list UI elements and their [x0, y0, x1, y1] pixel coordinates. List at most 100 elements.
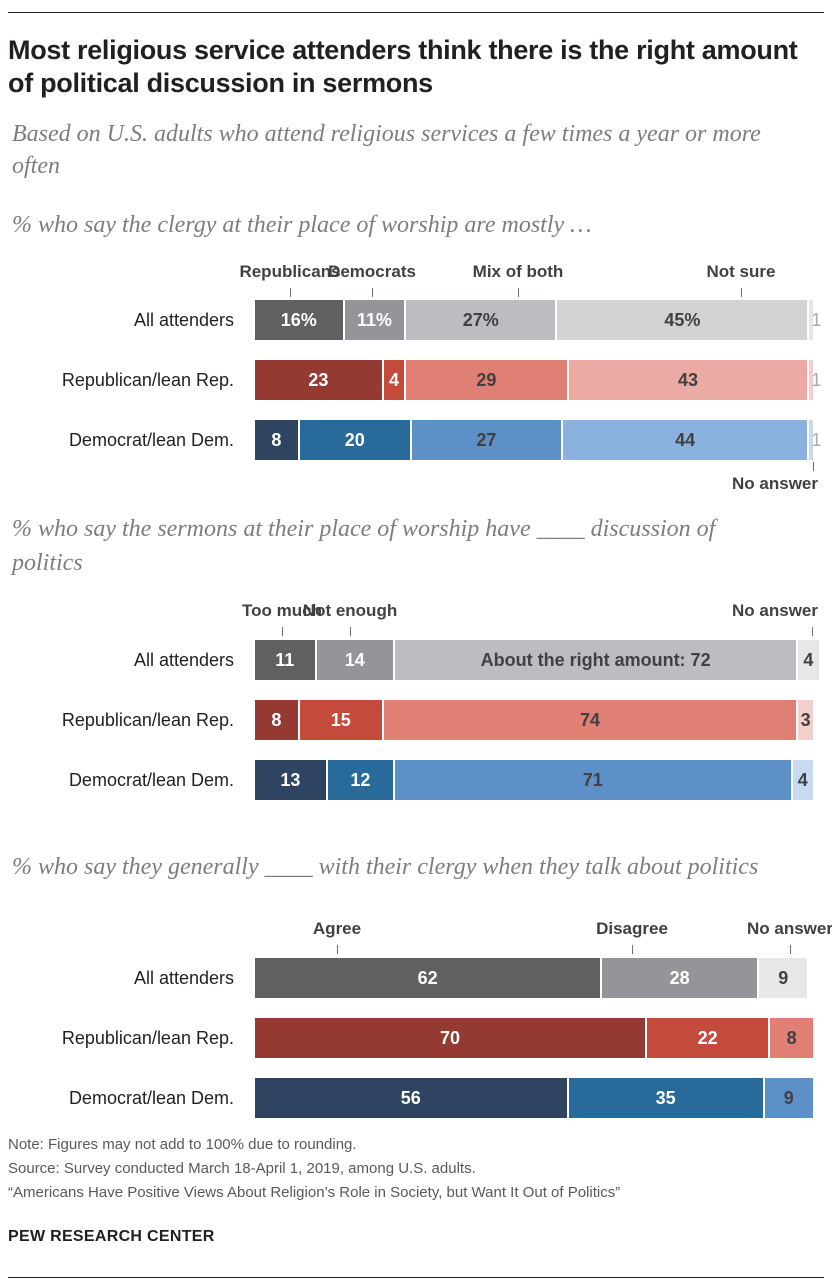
- bar-segment: 74: [383, 700, 797, 740]
- legend-tick: [290, 288, 291, 297]
- bar-segment: 56: [255, 1078, 567, 1118]
- bar-value-label: 3: [800, 710, 811, 730]
- bar-segment: 27%: [406, 300, 556, 340]
- bar-segment: [809, 420, 814, 460]
- bar-segment: 45%: [557, 300, 808, 340]
- bar-segment: 4: [792, 760, 813, 800]
- bar-segment: 9: [759, 958, 808, 998]
- chart-title: Most religious service attenders think t…: [8, 35, 798, 98]
- bar-value-label: 56: [400, 1088, 421, 1108]
- legend-label: Republicans: [239, 262, 341, 281]
- bar-segment: 44: [563, 420, 808, 460]
- bar-segment: 13: [255, 760, 326, 800]
- row-label: All attenders: [133, 968, 234, 988]
- legend-tick: [372, 288, 373, 297]
- legend-label: Agree: [312, 919, 362, 938]
- bar-segment: 62: [255, 958, 601, 998]
- bar-value-label: 4: [797, 770, 808, 790]
- row-label: All attenders: [133, 650, 234, 670]
- bar-segment: 27: [411, 420, 561, 460]
- chart-subtitle: Based on U.S. adults who attend religiou…: [12, 121, 761, 179]
- bar-value-label: 14: [344, 650, 365, 670]
- bar-value-label: 43: [677, 370, 698, 390]
- bar-segment: [809, 300, 814, 340]
- bar-segment: 43: [568, 360, 808, 400]
- bar-value-label: 27: [476, 430, 497, 450]
- bar-segment: 71: [395, 760, 791, 800]
- bar-value-label: 1: [811, 310, 822, 330]
- legend-tick: [350, 627, 351, 636]
- bar-segment: 12: [327, 760, 393, 800]
- legend-tick: [632, 945, 633, 954]
- bar-segment: 8: [255, 420, 298, 460]
- bar-segment: 8: [770, 1018, 813, 1058]
- legend-label: Not sure: [706, 262, 776, 281]
- bar-segment: 14: [316, 640, 393, 680]
- bar-segment: 28: [602, 958, 757, 998]
- legend-label: Not enough: [302, 601, 398, 620]
- bar-value-label: 71: [582, 770, 603, 790]
- legend-label: No answer: [732, 601, 818, 620]
- legend-label: Too much: [242, 601, 322, 620]
- bar-segment: 35: [568, 1078, 763, 1118]
- legend-label: Disagree: [596, 919, 668, 938]
- bar-value-label: 9: [783, 1088, 794, 1108]
- legend-tick: [812, 627, 813, 636]
- bar-value-label: 28: [669, 968, 690, 988]
- bar-value-label: 35: [655, 1088, 676, 1108]
- panel-1-question: % who say the clergy at their place of w…: [12, 212, 592, 238]
- bar-value-label: 27%: [462, 310, 499, 330]
- row-label: Republican/lean Rep.: [61, 370, 234, 390]
- bar-value-label: 1: [811, 430, 822, 450]
- row-label: Republican/lean Rep.: [61, 710, 234, 730]
- bar-value-label: 70: [439, 1028, 461, 1048]
- bar-value-label: 8: [271, 710, 282, 730]
- bar-value-label: 12: [350, 770, 371, 790]
- bar-value-label: 13: [280, 770, 301, 790]
- bar-segment: 15: [299, 700, 382, 740]
- legend-tick: [518, 288, 519, 297]
- bar-segment: 23: [255, 360, 382, 400]
- bar-value-label: 45%: [664, 310, 701, 330]
- legend-label: Mix of both: [472, 262, 564, 281]
- row-label: Democrat/lean Dem.: [68, 430, 234, 450]
- row-label: Democrat/lean Dem.: [68, 1088, 234, 1108]
- bar-value-label: 11: [275, 650, 295, 670]
- bar-segment: 11: [255, 640, 315, 680]
- panel-2-question: % who say the sermons at their place of …: [12, 516, 716, 576]
- row-label: Republican/lean Rep.: [61, 1028, 234, 1048]
- top-rule: [8, 12, 824, 13]
- bar-segment: About the right amount: 72: [395, 640, 797, 680]
- bar-value-label: 15: [330, 710, 351, 730]
- row-label: Democrat/lean Dem.: [68, 770, 234, 790]
- bar-segment: 20: [299, 420, 410, 460]
- bar-segment: 16%: [255, 300, 343, 340]
- bar-segment: 8: [255, 700, 298, 740]
- legend-tick: [813, 462, 814, 471]
- brand-logo: PEW RESEARCH CENTER: [8, 1228, 215, 1245]
- bar-value-label: 62: [417, 968, 438, 988]
- bar-value-label: About the right amount: 72: [480, 650, 711, 670]
- bar-value-label: 9: [778, 968, 789, 988]
- legend-label: No answer: [747, 919, 832, 938]
- bar-value-label: 4: [388, 370, 399, 390]
- bar-segment: 70: [255, 1018, 645, 1058]
- bar-segment: 29: [406, 360, 567, 400]
- bar-segment: 4: [798, 640, 819, 680]
- bar-segment: 4: [383, 360, 405, 400]
- bar-segment: 9: [764, 1078, 813, 1118]
- bar-value-label: 11%: [356, 310, 392, 330]
- row-label: All attenders: [133, 310, 234, 330]
- bar-value-label: 4: [803, 650, 814, 670]
- bar-value-label: 44: [675, 430, 696, 450]
- note: Note: Figures may not add to 100% due to…: [8, 1136, 357, 1153]
- legend-tick: [790, 945, 791, 954]
- bottom-rule: [8, 1277, 824, 1278]
- bar-segment: [809, 360, 814, 400]
- bar-value-label: 8: [271, 430, 282, 450]
- report-title: “Americans Have Positive Views About Rel…: [8, 1184, 621, 1201]
- bar-value-label: 8: [786, 1028, 797, 1048]
- bar-value-label: 29: [476, 370, 497, 390]
- bar-value-label: 1: [811, 370, 822, 390]
